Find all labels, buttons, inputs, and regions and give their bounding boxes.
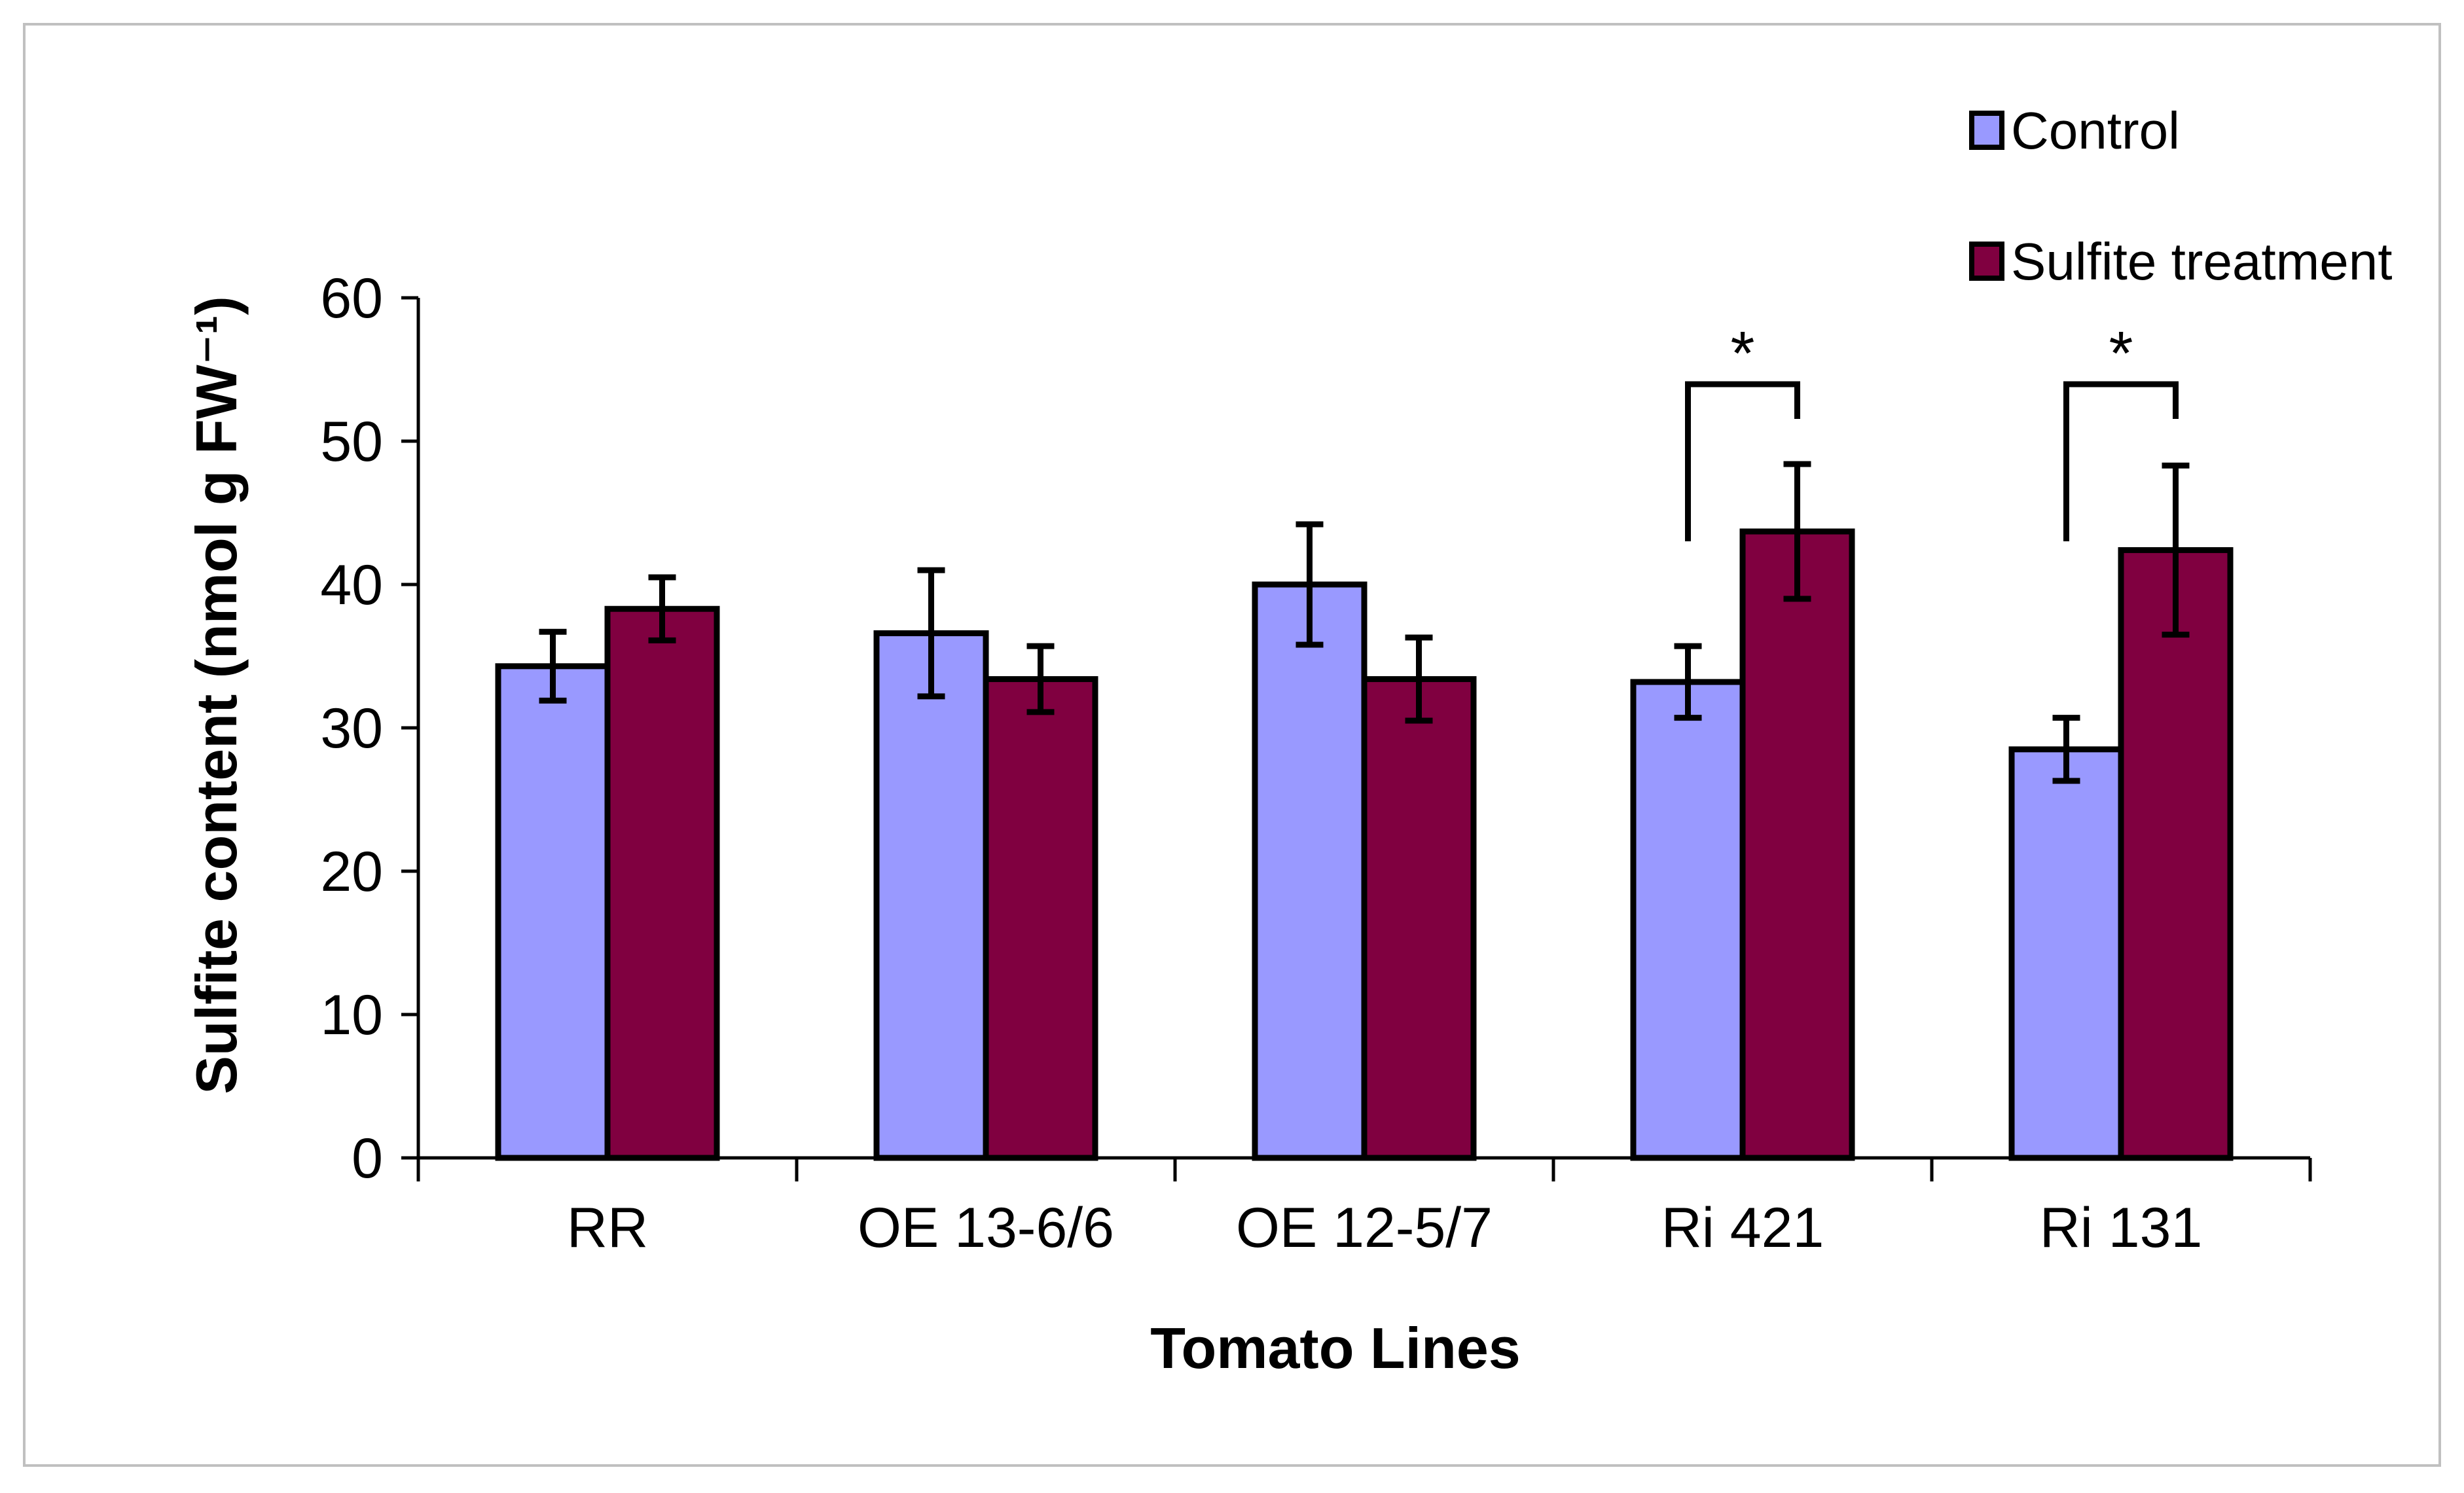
x-axis-title: Tomato Lines: [1150, 1316, 1521, 1380]
y-tick-label-40: 40: [320, 554, 383, 617]
figure-border: [23, 23, 2441, 1467]
bar-sulfite-treatment-ri-421: [1739, 528, 1855, 1161]
significance-bracket-ri-131: [2063, 381, 2179, 541]
bar-control-oe-12-5-7: [1252, 581, 1368, 1161]
y-tick-label-30: 30: [320, 697, 383, 760]
y-tick-label-10: 10: [320, 984, 383, 1047]
bar-control-oe-13-6-6: [873, 630, 989, 1161]
bar-sulfite-treatment-rr: [604, 605, 720, 1161]
legend: Control Sulfite treatment: [1969, 101, 2393, 291]
y-tick-label-20: 20: [320, 840, 383, 903]
bar-sulfite-treatment-ri-131: [2118, 547, 2234, 1161]
category-label-oe-13-6-6: OE 13-6/6: [858, 1196, 1114, 1259]
y-axis-title: Sulfite content (nmol g FW⁻¹): [184, 296, 249, 1094]
legend-swatch-sulfite-treatment-icon: [1969, 242, 2004, 281]
bar-control-rr: [495, 663, 611, 1161]
category-label-oe-12-5-7: OE 12-5/7: [1236, 1196, 1493, 1259]
legend-swatch-control-icon: [1969, 111, 2004, 150]
category-label-rr: RR: [567, 1196, 648, 1259]
significance-bracket-ri-421: [1685, 381, 1800, 541]
y-tick-label-0: 0: [352, 1127, 383, 1190]
category-label-ri-131: Ri 131: [2040, 1196, 2203, 1259]
bar-control-ri-421: [1630, 679, 1746, 1161]
bar-control-ri-131: [2008, 746, 2124, 1161]
bar-sulfite-treatment-oe-13-6-6: [983, 676, 1098, 1161]
legend-label-sulfite-treatment: Sulfite treatment: [2011, 232, 2393, 291]
legend-item-control: Control: [1969, 101, 2180, 160]
legend-label-control: Control: [2011, 101, 2180, 160]
bar-sulfite-treatment-oe-12-5-7: [1361, 676, 1477, 1161]
y-tick-label-60: 60: [320, 267, 383, 330]
significance-asterisk-ri-131: *: [2109, 319, 2133, 388]
y-tick-label-50: 50: [320, 410, 383, 473]
plot-area: 0 10 20 30 40 50 60 RR OE 13-6/6 OE 12-5/7 Ri 421 R…: [320, 267, 2312, 1259]
category-label-ri-421: Ri 421: [1661, 1196, 1824, 1259]
significance-asterisk-ri-421: *: [1731, 319, 1755, 388]
legend-item-sulfite-treatment: Sulfite treatment: [1969, 232, 2393, 291]
